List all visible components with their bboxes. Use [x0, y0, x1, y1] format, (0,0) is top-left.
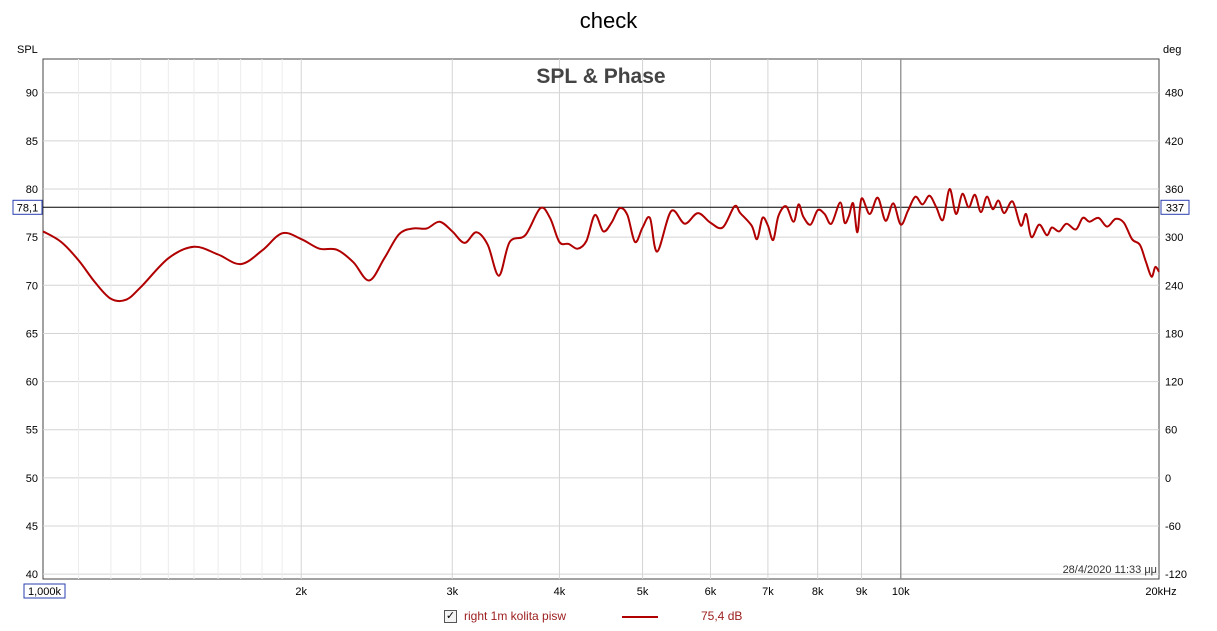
y-tick-label: 60	[26, 377, 38, 389]
legend: ✓ right 1m kolita pisw 75,4 dB	[0, 608, 1217, 626]
chart-title: SPL & Phase	[536, 65, 665, 88]
legend-line-swatch	[622, 616, 658, 618]
series-layer	[42, 187, 1160, 303]
y2-tick-label: 300	[1165, 232, 1183, 244]
y2-tick-label: 240	[1165, 280, 1183, 292]
y-tick-label: 45	[26, 521, 38, 533]
x-tick-label: 5k	[637, 586, 649, 598]
x-tick-label: 20kHz	[1145, 586, 1176, 598]
timestamp: 28/4/2020 11:33 μμ	[1063, 564, 1157, 576]
y-tick-label: 85	[26, 136, 38, 148]
left-axis-unit: SPL	[17, 44, 38, 56]
y2-tick-label: 360	[1165, 184, 1183, 196]
y-tick-label: 75	[26, 232, 38, 244]
cursor	[43, 59, 1159, 579]
y-tick-label: 50	[26, 473, 38, 485]
page-title: check	[579, 8, 638, 33]
x-tick-label: 3k	[446, 586, 458, 598]
y2-tick-label: 480	[1165, 88, 1183, 100]
x-tick-label: 7k	[762, 586, 774, 598]
x-tick-label: 9k	[856, 586, 868, 598]
series-checkbox[interactable]: ✓	[444, 610, 457, 623]
cursor-y-box	[12, 199, 43, 215]
x-tick-label: 8k	[812, 586, 824, 598]
cursor-y-label: 78,1	[17, 202, 38, 214]
legend-series-value: 75,4 dB	[701, 609, 743, 623]
y2-tick-label: -120	[1165, 569, 1187, 581]
x-tick-label: 2k	[295, 586, 307, 598]
y-tick-label: 90	[26, 88, 38, 100]
y2-tick-label: 180	[1165, 328, 1183, 340]
y-tick-label: 70	[26, 280, 38, 292]
x-tick-label: 1,000k	[28, 586, 62, 598]
right-axis-unit: deg	[1163, 44, 1181, 56]
y2-tick-label: 0	[1165, 473, 1171, 485]
y-tick-label: 55	[26, 425, 38, 437]
axes: SPL deg SPL & Phase 28/4/2020 11:33 μμ 9…	[12, 44, 1190, 599]
y2-tick-label: 120	[1165, 377, 1183, 389]
cursor-y2-label: 337	[1166, 202, 1184, 214]
x-tick-label: 4k	[554, 586, 566, 598]
y-tick-label: 80	[26, 184, 38, 196]
y-tick-label: 65	[26, 328, 38, 340]
x-tick-label: 10k	[892, 586, 910, 598]
legend-series-name: right 1m kolita pisw	[464, 609, 567, 623]
y2-tick-label: 60	[1165, 425, 1177, 437]
plot-area	[42, 58, 1160, 580]
x-tick-label: 6k	[705, 586, 717, 598]
y-tick-label: 40	[26, 569, 38, 581]
x-start-box[interactable]	[23, 583, 66, 599]
series-line	[42, 187, 1160, 303]
y2-tick-label: -60	[1165, 521, 1181, 533]
y2-tick-label: 420	[1165, 136, 1183, 148]
cursor-y2-box	[1160, 199, 1190, 215]
